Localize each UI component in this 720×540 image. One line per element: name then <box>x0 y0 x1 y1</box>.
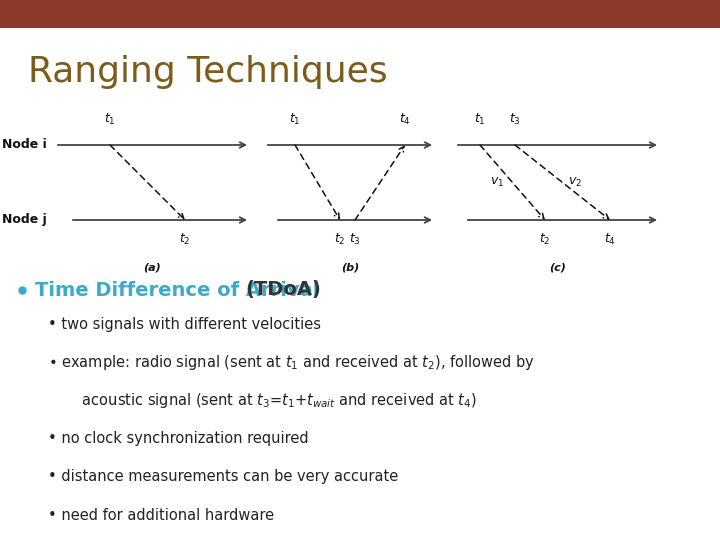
Text: • no clock synchronization required: • no clock synchronization required <box>48 431 309 447</box>
Text: Ranging Techniques: Ranging Techniques <box>28 55 387 89</box>
Text: $t_4$: $t_4$ <box>604 232 616 247</box>
Text: $t_4$: $t_4$ <box>399 112 411 127</box>
Text: $t_1$: $t_1$ <box>104 112 116 127</box>
Text: (b): (b) <box>341 262 359 272</box>
Bar <box>0 0 720 28</box>
Text: Time Difference of Arrival: Time Difference of Arrival <box>35 280 326 300</box>
Text: acoustic signal (sent at $t_3$=$t_1$+$t_{wait}$ and received at $t_4$): acoustic signal (sent at $t_3$=$t_1$+$t_… <box>68 392 477 410</box>
Text: $v_2$: $v_2$ <box>569 176 582 189</box>
Text: (c): (c) <box>549 262 566 272</box>
Text: $t_2$: $t_2$ <box>334 232 346 247</box>
Text: $t_1$: $t_1$ <box>289 112 301 127</box>
Text: • distance measurements can be very accurate: • distance measurements can be very accu… <box>48 469 398 484</box>
Text: • example: radio signal (sent at $t_1$ and received at $t_2$), followed by: • example: radio signal (sent at $t_1$ a… <box>48 354 535 373</box>
Text: $v_1$: $v_1$ <box>490 176 505 189</box>
Text: (a): (a) <box>143 262 161 272</box>
Text: • two signals with different velocities: • two signals with different velocities <box>48 318 321 333</box>
Text: $t_2$: $t_2$ <box>539 232 551 247</box>
Text: $t_3$: $t_3$ <box>349 232 361 247</box>
Text: Node j: Node j <box>2 213 47 226</box>
Text: $t_1$: $t_1$ <box>474 112 486 127</box>
Text: • need for additional hardware: • need for additional hardware <box>48 508 274 523</box>
Text: (TDoA): (TDoA) <box>246 280 321 300</box>
Text: Node i: Node i <box>2 138 47 152</box>
Text: $t_3$: $t_3$ <box>509 112 521 127</box>
Text: $t_2$: $t_2$ <box>179 232 191 247</box>
